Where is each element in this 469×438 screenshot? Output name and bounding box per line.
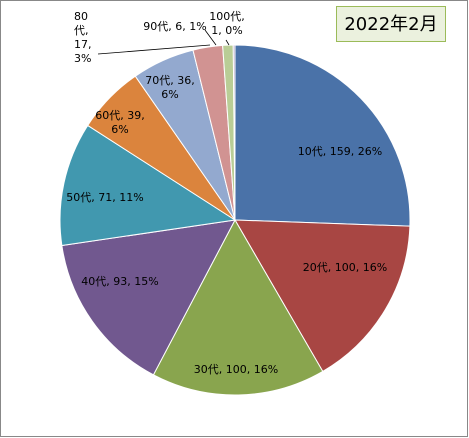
data-label: 10代, 159, 26%	[297, 145, 383, 158]
data-label: 20代, 100, 16%	[302, 261, 388, 274]
data-label: 50代, 71, 11%	[66, 191, 144, 204]
data-label: 60代, 39, 6%	[95, 109, 145, 136]
data-label: 80代, 17, 3%	[74, 10, 92, 65]
data-label: 90代, 6, 1%	[143, 20, 207, 33]
leader-line	[97, 44, 211, 55]
data-label: 30代, 100, 16%	[193, 363, 279, 376]
pie-slice	[152, 218, 324, 396]
data-label: 40代, 93, 15%	[81, 275, 159, 288]
leader-line	[204, 29, 217, 46]
leader-line	[225, 39, 230, 46]
pie-slice	[232, 44, 236, 221]
pie-slice	[59, 124, 237, 247]
pie-slice	[234, 44, 411, 227]
pie-slice	[61, 219, 236, 376]
chart-title: 2022年2月	[336, 6, 446, 42]
data-label: 70代, 36, 6%	[145, 74, 195, 101]
pie-slice	[234, 219, 411, 373]
data-label: 100代, 1, 0%	[209, 10, 245, 37]
slices	[59, 44, 411, 396]
